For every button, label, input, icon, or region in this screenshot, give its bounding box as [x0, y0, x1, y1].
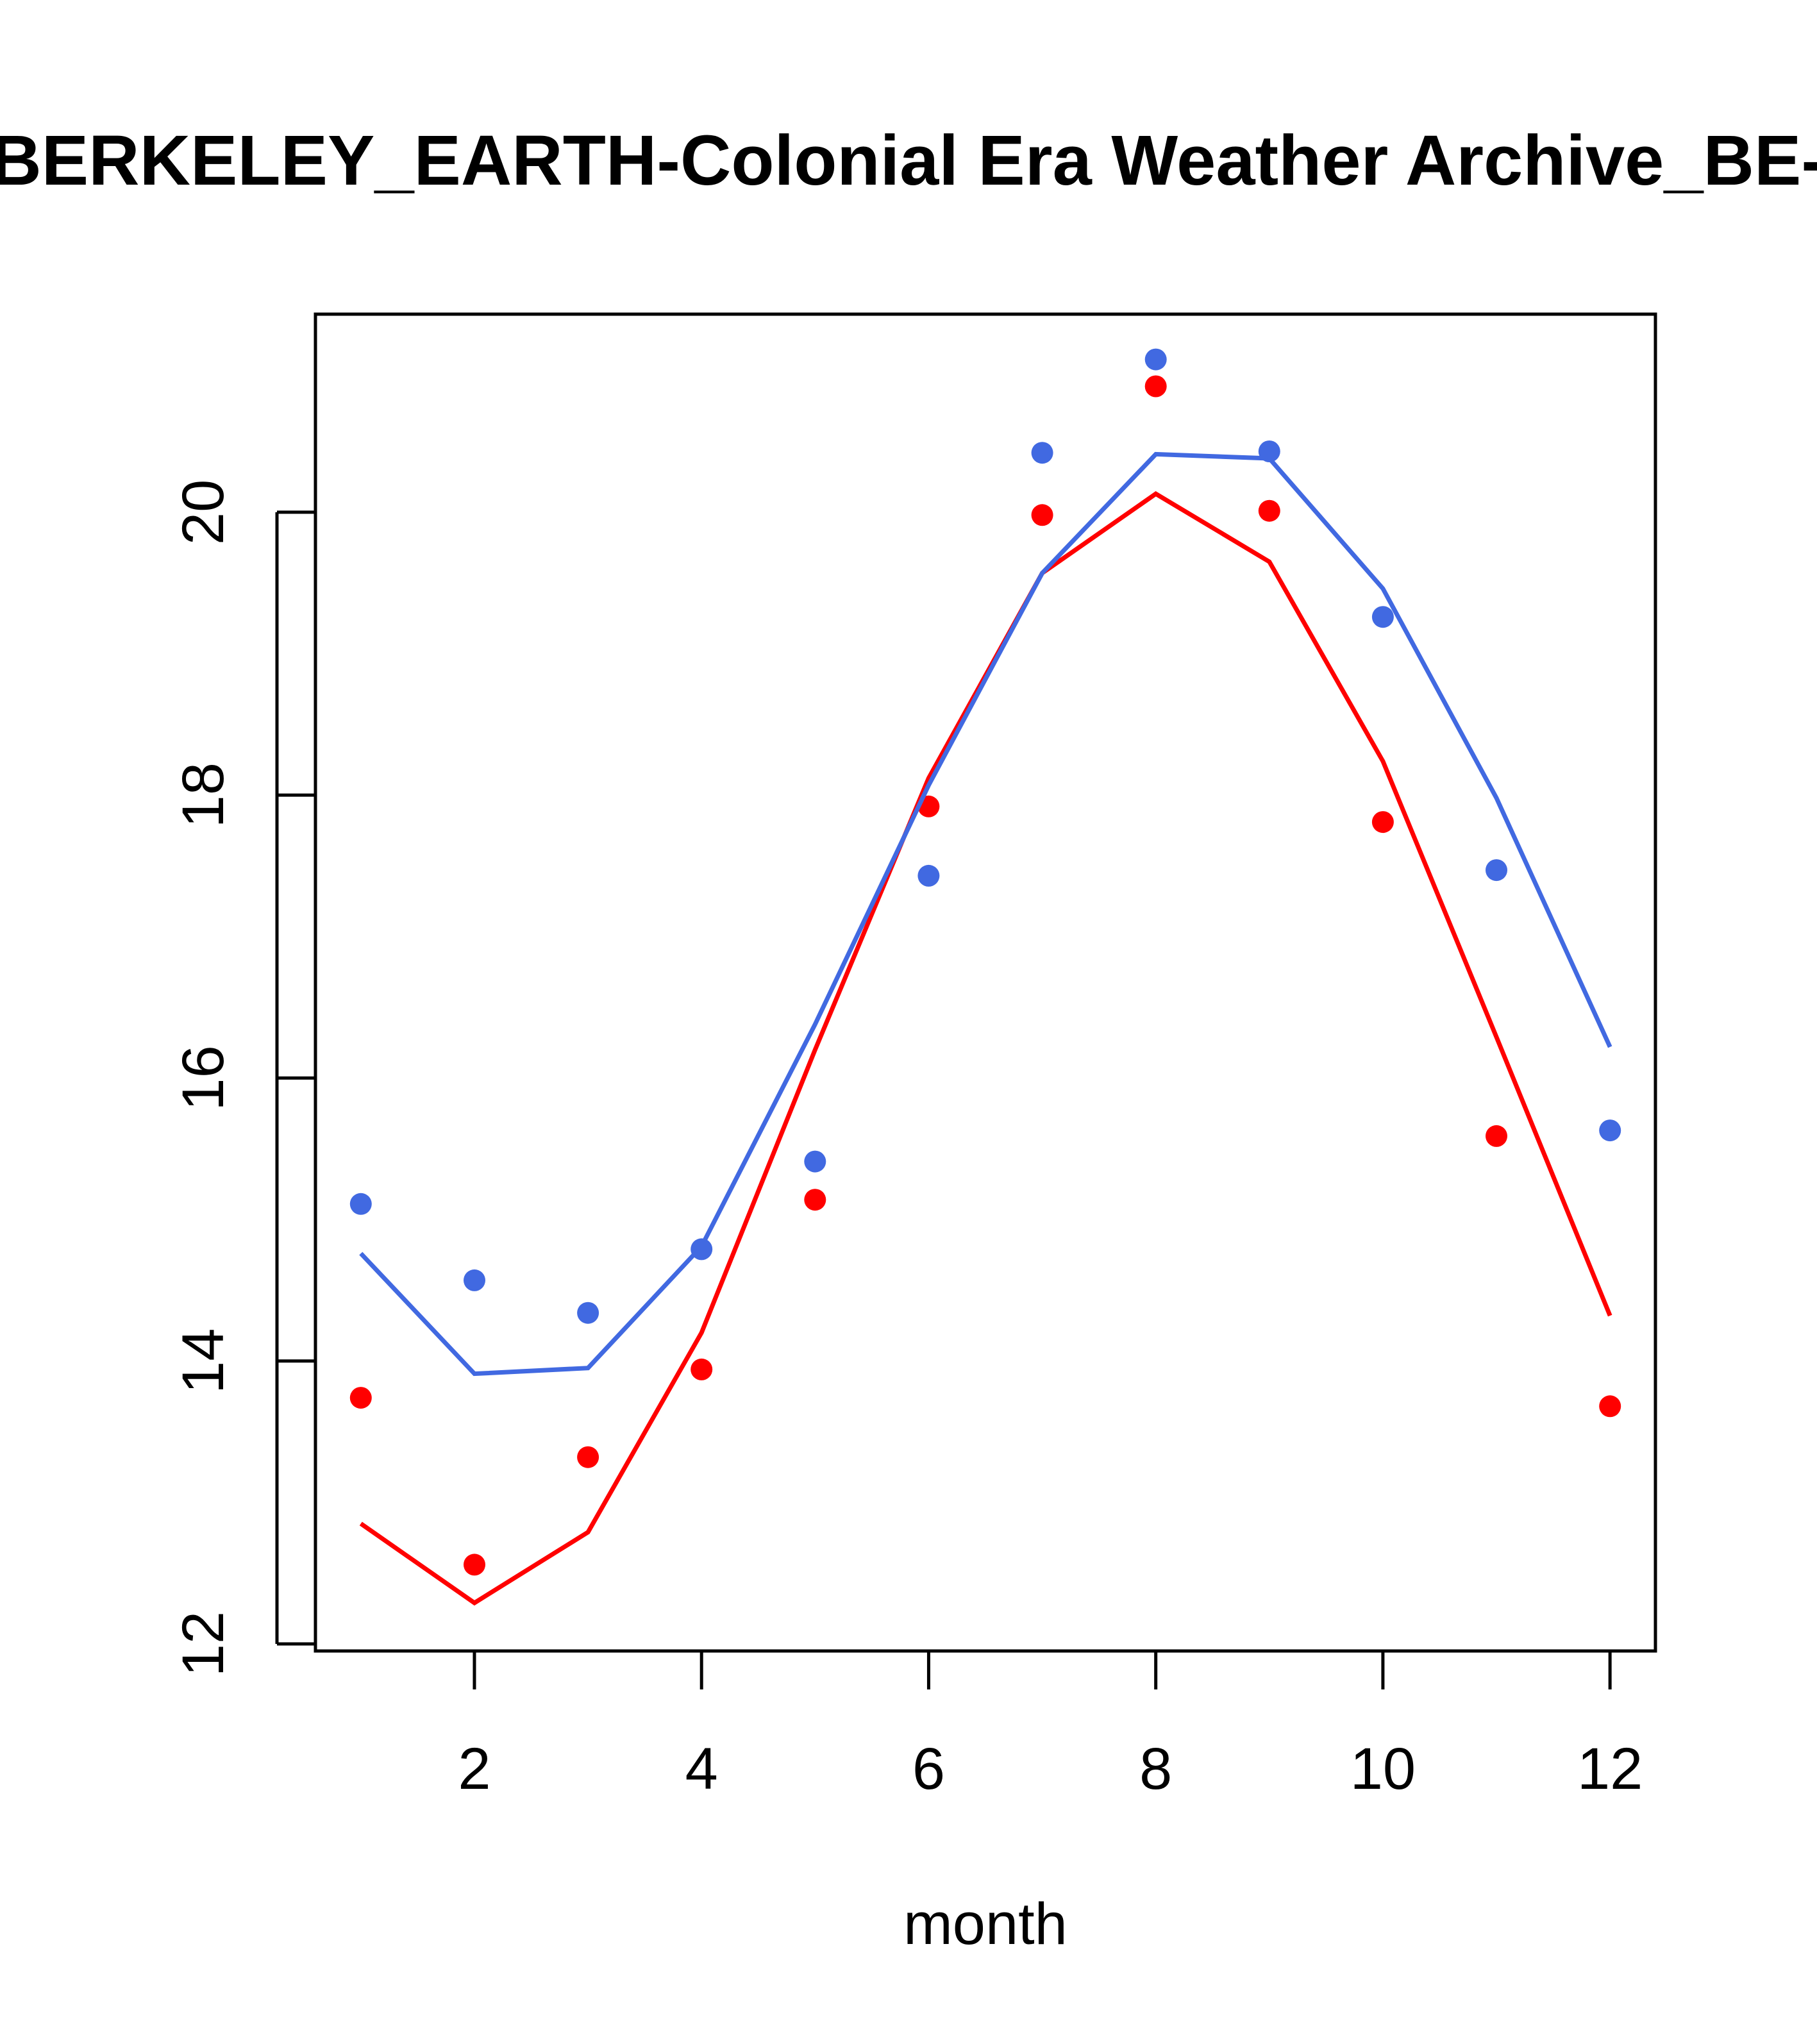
chart-title: BERKELEY_EARTH-Colonial Era Weather Arch… [0, 121, 1817, 200]
series-1-point [464, 1554, 485, 1576]
series-2-point [1031, 442, 1053, 464]
series-2 [349, 348, 1621, 1377]
y-tick-label: 18 [171, 762, 236, 828]
x-axis-label: month [903, 1891, 1068, 1957]
series-1-point [1486, 1125, 1507, 1147]
series-2-point [1258, 440, 1280, 462]
y-tick-label: 20 [171, 480, 236, 545]
series-2-point [349, 1193, 372, 1215]
x-tick-label: 6 [912, 1736, 945, 1802]
series-1-point [1371, 811, 1394, 834]
series-2-point [1599, 1119, 1621, 1142]
series-2-point [917, 864, 940, 887]
y-tick-label: 16 [171, 1045, 236, 1110]
series-1-point [1031, 504, 1053, 526]
x-tick-label: 4 [685, 1736, 718, 1802]
series-2-point [1371, 606, 1394, 628]
series-1-point [1144, 375, 1167, 398]
series-2-point [1144, 348, 1167, 371]
y-tick-label: 12 [171, 1611, 236, 1677]
series-1-point [1258, 499, 1280, 522]
series-1-point [577, 1446, 599, 1468]
x-tick-label: 10 [1350, 1736, 1416, 1802]
series-2-point [691, 1238, 713, 1261]
series-2-point [1486, 859, 1507, 882]
y-tick-label: 14 [171, 1328, 236, 1394]
series-1-point [1599, 1395, 1621, 1418]
x-tick-label: 12 [1577, 1736, 1643, 1802]
x-axis: 2 4 6 8 10 12 [458, 1649, 1643, 1802]
series-2-line [359, 451, 1612, 1377]
series-1-point [349, 1387, 372, 1409]
plot-area [349, 348, 1621, 1606]
series-2-point [577, 1302, 599, 1324]
series-1-point [804, 1189, 826, 1211]
x-tick-label: 2 [458, 1736, 490, 1802]
series-2-point [464, 1269, 485, 1291]
x-tick-label: 8 [1139, 1736, 1172, 1802]
series-2-point [804, 1150, 826, 1173]
y-axis: 12 14 16 18 20 [171, 480, 315, 1677]
series-1-point [691, 1358, 713, 1380]
